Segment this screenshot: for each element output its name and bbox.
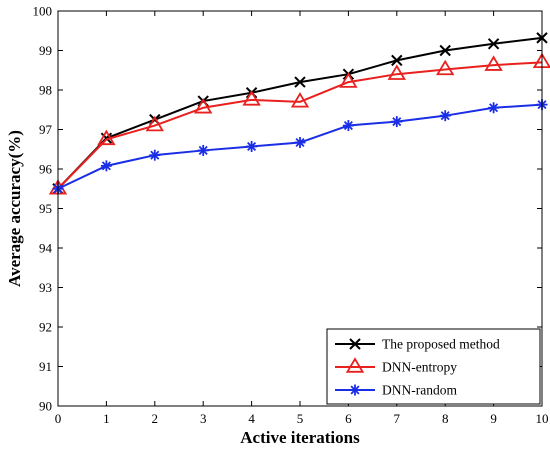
data-point-s2-7 [387,64,406,80]
y-tick-label-5: 95 [39,201,52,216]
data-point-s2-2 [145,115,164,132]
y-tick-label-4: 94 [39,241,53,256]
legend-item-1: The proposed method [335,337,500,352]
data-point-s3-4 [246,140,258,152]
series-group [48,32,550,195]
legend-label-2: DNN-entropy [382,360,457,375]
data-point-s3-5 [294,137,306,149]
data-point-s1-8 [439,44,451,57]
y-tick-label-6: 96 [39,162,53,177]
y-tick-label-10: 100 [33,4,53,19]
data-point-s1-7 [391,54,403,67]
data-point-s2-4 [242,90,261,106]
axes: 0 1 2 3 4 5 6 7 8 9 10 90 91 92 93 94 95 96 97 98 99 100 [33,4,549,427]
data-point-s3-2 [149,149,161,161]
data-point-s2-6 [339,72,358,88]
data-point-s1-9 [487,38,500,50]
data-point-s3-3 [197,144,209,156]
x-tick-label-1: 1 [103,411,110,426]
y-axis-title: Average accuracy(%) [5,130,24,287]
series-2 [48,52,550,195]
x-tick-label-0: 0 [55,411,62,426]
data-point-s1-5 [294,76,306,88]
y-tick-label-9: 99 [39,43,52,58]
y-tick-label-3: 93 [39,280,52,295]
x-tick-label-7: 7 [394,411,401,426]
series-line-2 [57,61,543,190]
x-tick-label-10: 10 [536,411,549,426]
y-tick-label-8: 98 [39,83,52,98]
data-point-s3-7 [391,116,403,128]
series-3 [52,99,548,195]
legend-item-3: DNN-random [335,383,457,398]
legend-marker-3 [349,384,361,396]
legend-marker-1 [349,338,361,350]
data-point-s3-1 [100,160,112,172]
data-point-s3-6 [342,120,354,132]
x-axis-title: Active iterations [240,428,360,447]
data-point-s2-3 [194,98,213,114]
y-tick-label-7: 97 [39,122,53,137]
data-point-s3-9 [488,102,500,114]
y-tick-label-2: 92 [39,320,52,335]
x-tick-label-9: 9 [490,411,497,426]
data-point-s2-9 [484,55,503,71]
legend-label-3: DNN-random [382,383,457,398]
legend: The proposed method DNN-entropy DNN-random [326,328,541,405]
data-point-s2-5 [290,92,310,108]
x-tick-label-2: 2 [152,411,159,426]
data-point-s3-8 [439,110,451,122]
data-point-s2-1 [97,129,116,146]
legend-marker-2 [345,357,365,373]
y-tick-label-0: 90 [39,399,52,414]
data-point-s2-8 [436,59,455,76]
x-tick-label-5: 5 [297,411,304,426]
x-tick-label-8: 8 [442,411,449,426]
x-tick-label-6: 6 [345,411,352,426]
legend-item-2: DNN-entropy [335,357,457,375]
legend-label-1: The proposed method [382,337,500,352]
y-tick-label-1: 91 [39,359,52,374]
x-tick-label-3: 3 [200,411,207,426]
x-tick-label-4: 4 [248,411,255,426]
